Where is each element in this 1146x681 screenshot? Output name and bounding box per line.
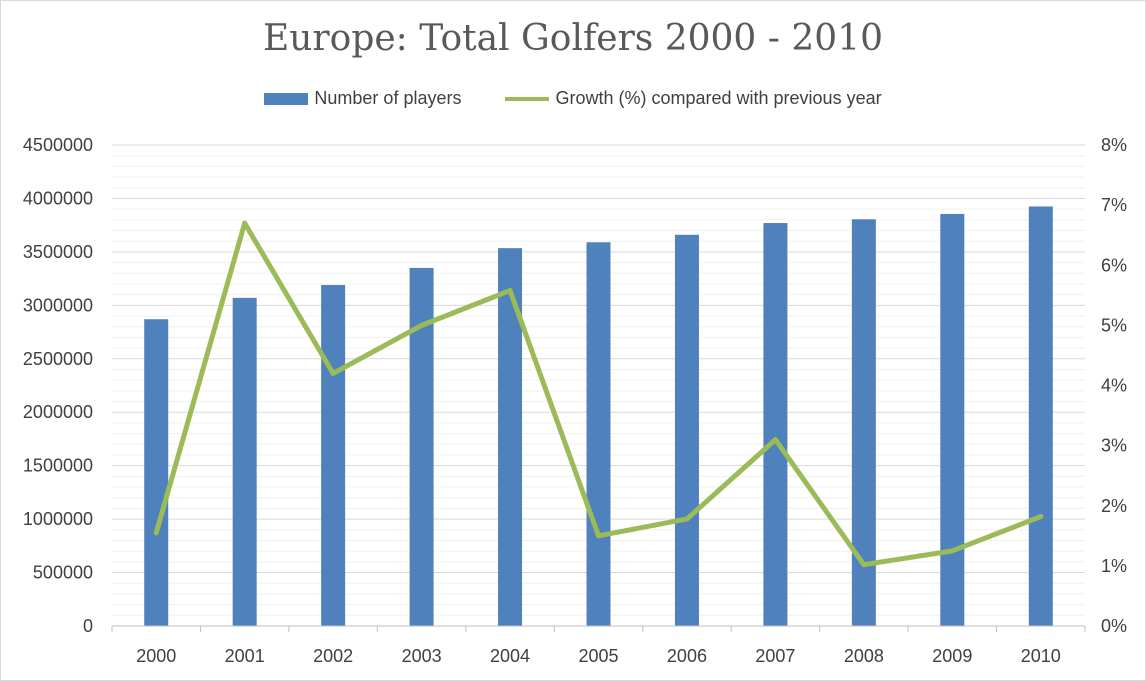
bar-2008: [851, 219, 876, 626]
y-left-tick-label: 3500000: [23, 242, 93, 262]
x-tick-label: 2005: [578, 646, 618, 666]
y-right-tick-label: 3%: [1101, 436, 1127, 456]
y-left-tick-label: 500000: [33, 563, 93, 583]
chart-title: Europe: Total Golfers 2000 - 2010: [262, 18, 884, 59]
x-tick-label: 2006: [667, 646, 707, 666]
bar-2009: [940, 213, 965, 626]
y-left-tick-label: 1000000: [23, 509, 93, 529]
growth-point-2009: [949, 548, 955, 554]
y-left-tick-label: 3000000: [23, 295, 93, 315]
growth-point-2003: [419, 322, 425, 328]
y-right-tick-label: 4%: [1101, 376, 1127, 396]
growth-point-2002: [330, 370, 336, 376]
y-right-tick-label: 7%: [1101, 195, 1127, 215]
legend-item-players: Number of players: [264, 88, 461, 109]
growth-point-2005: [596, 533, 601, 539]
bar-2001: [232, 297, 257, 626]
y-right-tick-label: 2%: [1101, 496, 1127, 516]
x-tick-label: 2008: [844, 646, 884, 666]
chart-legend: Number of players Growth (%) compared wi…: [0, 88, 1146, 109]
x-tick-label: 2010: [1021, 646, 1061, 666]
y-right-tick-label: 6%: [1101, 255, 1127, 275]
legend-label-growth: Growth (%) compared with previous year: [555, 88, 882, 108]
y-right-tick-label: 0%: [1101, 616, 1127, 636]
growth-point-2000: [153, 530, 159, 536]
bar-2010: [1028, 206, 1053, 626]
y-left-tick-label: 0: [83, 616, 93, 636]
y-left-tick-label: 2000000: [23, 402, 93, 422]
x-tick-label: 2000: [136, 646, 176, 666]
growth-point-2004: [507, 288, 513, 294]
y-left-tick-label: 1500000: [23, 456, 93, 476]
legend-item-growth: Growth (%) compared with previous year: [505, 88, 882, 109]
bar-2007: [763, 223, 788, 627]
y-right-tick-label: 8%: [1101, 135, 1127, 155]
y-right-tick-label: 1%: [1101, 556, 1127, 576]
bar-series: [144, 206, 1053, 627]
bar-2006: [674, 234, 699, 626]
growth-point-2006: [684, 516, 690, 522]
bar-2002: [321, 285, 346, 626]
y-left-tick-label: 2500000: [23, 349, 93, 369]
x-tick-label: 2002: [313, 646, 353, 666]
x-tick-label: 2007: [755, 646, 795, 666]
growth-point-2010: [1038, 514, 1044, 520]
y-right-tick-label: 5%: [1101, 315, 1127, 335]
legend-swatch-growth: [505, 96, 550, 101]
x-tick-label: 2003: [402, 646, 442, 666]
x-tick-label: 2004: [490, 646, 530, 666]
legend-label-players: Number of players: [314, 88, 462, 108]
legend-swatch-players: [264, 92, 309, 105]
y-left-tick-label: 4500000: [23, 135, 93, 155]
x-tick-label: 2001: [225, 646, 265, 666]
growth-point-2001: [242, 220, 248, 226]
x-tick-label: 2009: [932, 646, 972, 666]
line-series: [153, 220, 1044, 568]
growth-point-2007: [772, 437, 778, 443]
y-left-tick-label: 4000000: [23, 188, 93, 208]
bar-2005: [586, 242, 611, 626]
axes: 0 500000 1000000 1500000 2000000 2500000 30000…: [23, 135, 1127, 666]
growth-point-2008: [861, 562, 867, 568]
bar-2004: [498, 248, 523, 627]
bar-2000: [144, 319, 169, 626]
